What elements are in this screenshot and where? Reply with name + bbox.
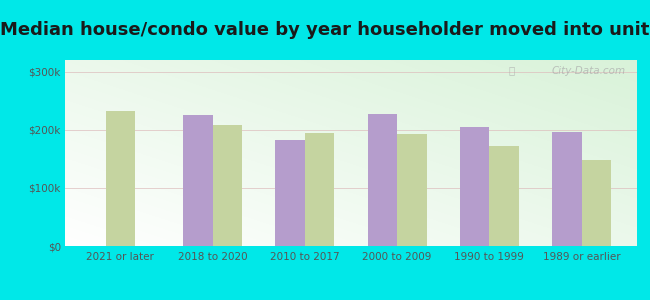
Text: ⓘ: ⓘ [508, 66, 515, 76]
Bar [183, 115, 213, 246]
Text: Median house/condo value by year householder moved into unit: Median house/condo value by year househo… [0, 21, 650, 39]
Bar [276, 140, 305, 246]
Bar [489, 146, 519, 246]
Bar [582, 160, 611, 246]
Bar [552, 132, 582, 246]
Bar [368, 114, 397, 246]
Bar [397, 134, 426, 246]
Bar [105, 111, 135, 246]
Bar [460, 128, 489, 246]
Text: City-Data.com: City-Data.com [551, 66, 625, 76]
Bar [305, 133, 334, 246]
Bar [213, 125, 242, 246]
